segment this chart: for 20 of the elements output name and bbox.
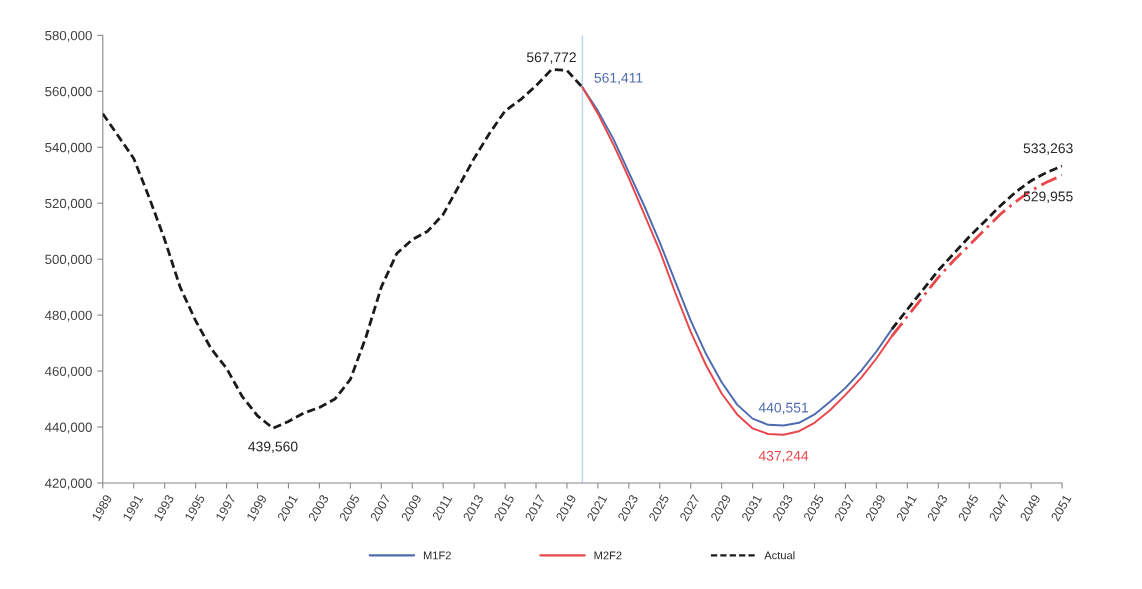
annotation: 529,955 bbox=[1023, 191, 1073, 203]
y-tick-label: 540,000 bbox=[45, 142, 92, 154]
annotation: 439,560 bbox=[248, 441, 298, 454]
legend-label: M2F2 bbox=[594, 551, 622, 560]
annotation: 437,244 bbox=[758, 450, 809, 463]
y-tick-label: 460,000 bbox=[44, 366, 92, 378]
legend-label: Actual bbox=[764, 551, 795, 560]
legend-label: M1F2 bbox=[423, 551, 451, 560]
y-tick-label: 560,000 bbox=[45, 86, 92, 98]
y-tick-label: 440,000 bbox=[44, 422, 92, 434]
y-tick-label: 500,000 bbox=[45, 254, 92, 266]
y-tick-label: 480,000 bbox=[44, 310, 92, 322]
annotation: 440,551 bbox=[758, 402, 808, 415]
y-tick-label: 420,000 bbox=[44, 478, 92, 490]
y-tick-label: 520,000 bbox=[45, 198, 92, 210]
annotation: 567,772 bbox=[526, 52, 576, 64]
annotation: 561,411 bbox=[594, 72, 643, 85]
annotation: 533,263 bbox=[1023, 143, 1073, 155]
y-tick-label: 580,000 bbox=[45, 30, 92, 42]
line-series bbox=[102, 68, 584, 430]
